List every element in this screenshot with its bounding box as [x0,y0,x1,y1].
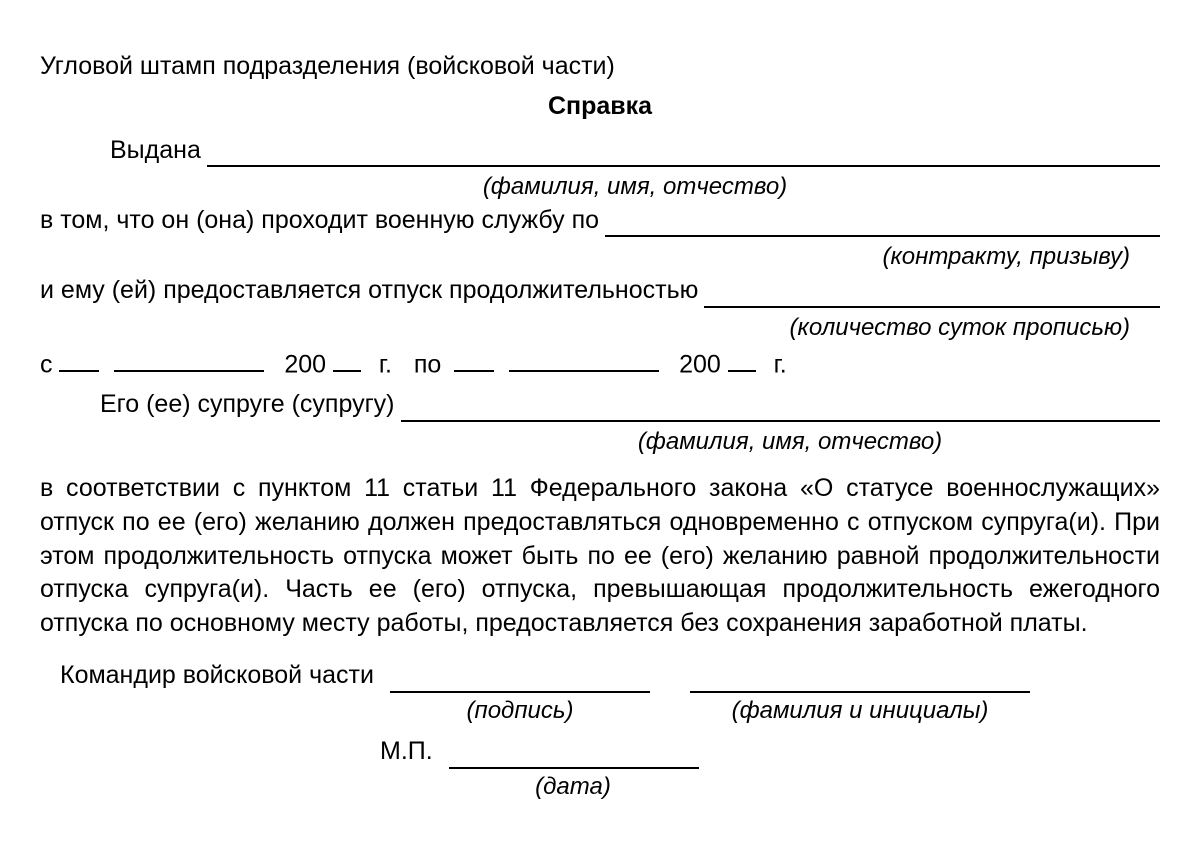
doc-title: Справка [40,90,1160,124]
leave-blank[interactable] [704,279,1160,307]
main-paragraph: в соответствии с пунктом 11 статьи 11 Фе… [40,472,1160,641]
service-blank[interactable] [605,209,1160,237]
fio-hint-2: (фамилия, имя, отчество) [40,426,1160,458]
fio-init-hint: (фамилия и инициалы) [690,695,1030,727]
date-hint: (дата) [448,771,698,803]
mp-label: М.П. [380,735,433,769]
leave-row: и ему (ей) предоставляется отпуск продол… [40,274,1160,308]
g-from: г. [379,350,392,378]
stamp-note-row: Угловой штамп подразделения (войсковой ч… [40,50,1160,84]
day-from-blank[interactable] [59,344,99,372]
service-label: в том, что он (она) проходит военную слу… [40,204,599,238]
issued-row: Выдана [40,134,1160,168]
from-label: с [40,350,53,378]
date-row: с 200 г. по 200 г. [40,344,1160,382]
mp-row: М.П. [40,735,1160,769]
year-to-label: 200 [679,350,721,378]
service-row: в том, что он (она) проходит военную слу… [40,204,1160,238]
year-from-blank[interactable] [333,344,361,372]
g-to: г. [774,350,787,378]
stamp-note: Угловой штамп подразделения (войсковой ч… [40,52,615,80]
month-from-blank[interactable] [114,344,264,372]
commander-row: Командир войсковой части [40,659,1160,693]
year-to-blank[interactable] [728,344,756,372]
issued-blank[interactable] [207,139,1160,167]
days-hint: (количество суток прописью) [40,312,1160,344]
signature-block: Командир войсковой части (подпись) (фами… [40,659,1160,803]
date-blank[interactable] [449,740,699,768]
signature-blank[interactable] [390,664,650,692]
po-label: по [414,350,441,378]
spouse-blank[interactable] [401,393,1160,421]
year-from-label: 200 [284,350,326,378]
fio-init-blank[interactable] [690,664,1030,692]
spouse-row: Его (ее) супруге (супругу) [40,388,1160,422]
day-to-blank[interactable] [454,344,494,372]
contract-hint: (контракту, призыву) [40,241,1160,273]
issued-label: Выдана [110,134,201,168]
month-to-blank[interactable] [509,344,659,372]
signature-hint: (подпись) [390,695,650,727]
mp-hints-row: (дата) [40,771,1160,803]
document-page: Угловой штамп подразделения (войсковой ч… [0,0,1200,843]
commander-label: Командир войсковой части [60,659,374,693]
spouse-label: Его (ее) супруге (супругу) [100,388,395,422]
fio-hint-1: (фамилия, имя, отчество) [40,171,1160,203]
commander-hints-row: (подпись) (фамилия и инициалы) [40,695,1160,727]
leave-label: и ему (ей) предоставляется отпуск продол… [40,274,698,308]
